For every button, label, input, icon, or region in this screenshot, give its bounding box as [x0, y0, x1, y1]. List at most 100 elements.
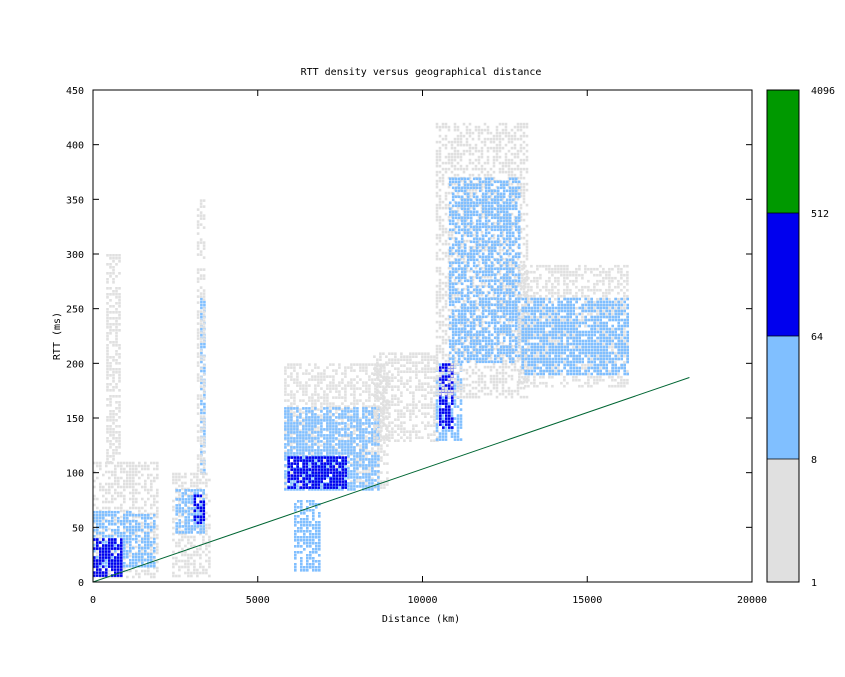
density-cell	[335, 431, 338, 434]
density-cell	[424, 406, 427, 409]
density-cell	[365, 483, 368, 486]
density-cell	[320, 375, 323, 378]
density-cell	[365, 399, 368, 402]
density-cell	[435, 242, 439, 246]
density-cell	[109, 461, 112, 464]
density-cell	[379, 406, 382, 409]
density-cell	[190, 562, 193, 566]
density-cell	[480, 323, 484, 327]
density-cell	[172, 505, 175, 509]
density-cell	[456, 378, 460, 381]
density-cell	[332, 468, 335, 471]
density-cell	[438, 236, 442, 240]
density-cell	[181, 514, 184, 518]
density-cell	[196, 568, 199, 572]
density-cell	[305, 422, 308, 425]
density-cell	[385, 355, 388, 358]
density-cell	[453, 405, 457, 408]
density-cell	[353, 369, 356, 372]
density-cell	[96, 574, 99, 577]
density-region	[287, 456, 347, 489]
density-cell	[400, 370, 403, 373]
density-cell	[477, 260, 481, 264]
density-cell	[202, 328, 206, 331]
density-cell	[427, 436, 430, 439]
density-cell	[368, 399, 371, 402]
density-cell	[347, 423, 350, 426]
density-cell	[368, 422, 371, 425]
density-cell	[433, 376, 436, 379]
density-cell	[296, 381, 299, 384]
density-cell	[115, 452, 118, 455]
density-cell	[305, 462, 308, 465]
density-cell	[362, 464, 365, 467]
density-cell	[356, 422, 359, 425]
density-cell	[187, 522, 190, 525]
density-cell	[329, 471, 332, 474]
density-cell	[302, 462, 305, 465]
density-cell	[326, 462, 329, 465]
density-cell	[205, 532, 208, 536]
density-cell	[199, 202, 203, 205]
density-cell	[302, 411, 305, 414]
density-cell	[373, 427, 376, 430]
density-cell	[306, 530, 309, 533]
density-cell	[444, 284, 448, 288]
density-cell	[296, 431, 299, 434]
density-cell	[441, 314, 445, 318]
density-cell	[386, 417, 389, 420]
density-cell	[187, 538, 190, 542]
density-cell	[193, 562, 196, 566]
density-cell	[447, 155, 451, 159]
density-cell	[102, 553, 105, 556]
density-cell	[435, 284, 439, 288]
density-cell	[314, 443, 317, 446]
density-cell	[93, 470, 96, 474]
density-cell	[477, 128, 481, 132]
density-cell	[332, 387, 335, 390]
density-cell	[156, 494, 159, 498]
density-cell	[117, 531, 120, 535]
density-cell	[108, 538, 111, 541]
density-cell	[453, 251, 457, 255]
density-cell	[297, 500, 300, 503]
density-cell	[465, 137, 469, 141]
density-cell	[377, 441, 380, 444]
density-cell	[318, 554, 321, 557]
density-cell	[196, 379, 200, 382]
density-cell	[144, 464, 147, 468]
density-cell	[444, 341, 448, 345]
density-cell	[196, 510, 199, 513]
density-cell	[200, 369, 203, 373]
density-cell	[418, 361, 421, 364]
density-cell	[172, 499, 175, 503]
density-cell	[93, 562, 96, 565]
density-cell	[118, 446, 121, 449]
density-cell	[444, 254, 448, 258]
density-cell	[445, 378, 448, 381]
density-cell	[317, 471, 320, 474]
density-cell	[111, 555, 114, 559]
density-cell	[102, 575, 105, 579]
density-cell	[373, 436, 376, 439]
density-cell	[105, 561, 108, 565]
density-cell	[350, 416, 353, 419]
density-cell	[109, 395, 112, 398]
density-cell	[338, 480, 341, 483]
density-cell	[441, 242, 445, 246]
density-cell	[199, 331, 203, 334]
density-cell	[290, 488, 293, 491]
density-cell	[311, 443, 314, 446]
density-cell	[141, 558, 144, 562]
density-cell	[299, 477, 302, 480]
density-cell	[468, 395, 472, 399]
density-cell	[441, 251, 445, 255]
density-cell	[196, 376, 200, 379]
density-cell	[329, 449, 332, 452]
density-cell	[371, 470, 374, 473]
density-cell	[465, 224, 469, 228]
density-cell	[320, 422, 323, 425]
density-cell	[99, 568, 102, 571]
density-cell	[175, 496, 178, 500]
density-cell	[383, 486, 386, 489]
